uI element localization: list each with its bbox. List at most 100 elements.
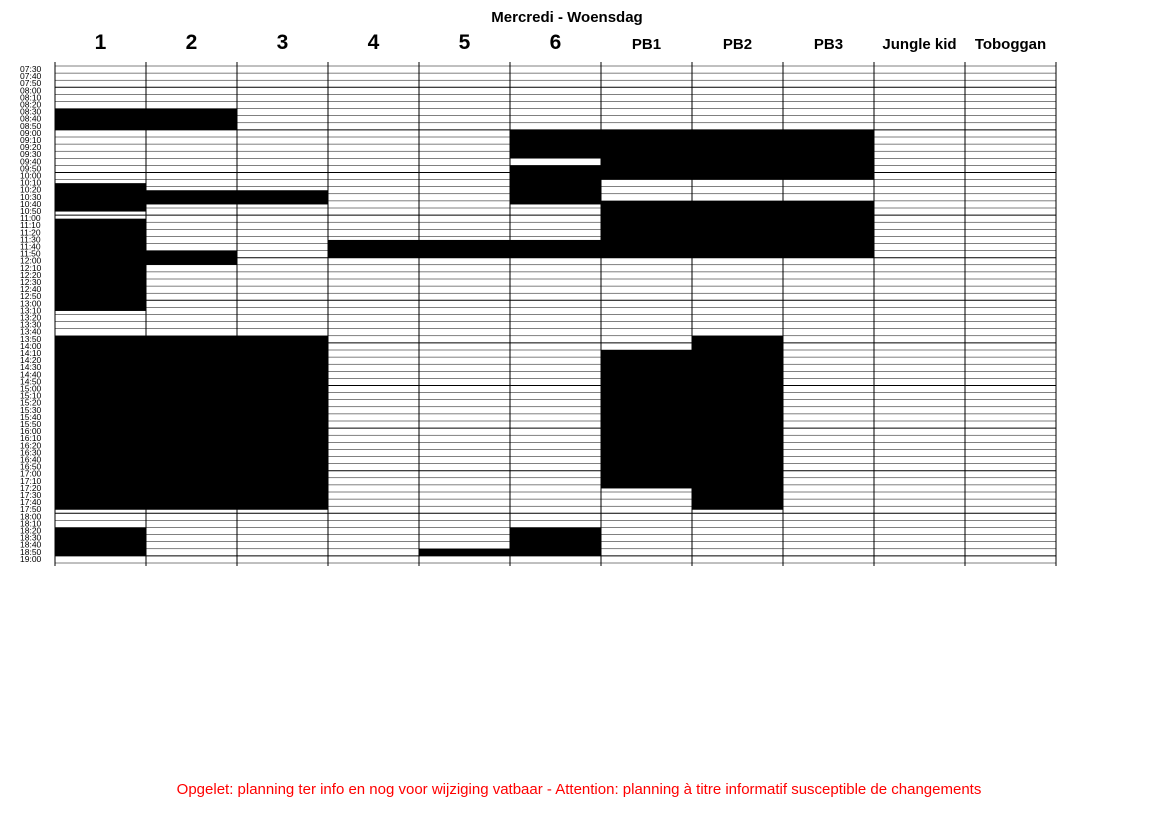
time-label: 13:00 xyxy=(20,298,42,308)
disclaimer-notice: Opgelet: planning ter info en nog voor w… xyxy=(176,781,982,798)
time-label: 12:20 xyxy=(20,270,42,280)
time-label: 12:10 xyxy=(20,263,42,273)
time-label: 12:50 xyxy=(20,291,42,301)
time-label: 15:00 xyxy=(20,384,42,394)
time-label: 18:40 xyxy=(20,540,42,550)
booking-block xyxy=(146,335,237,510)
booking-block xyxy=(692,200,783,258)
booking-block xyxy=(783,200,874,258)
time-label: 11:00 xyxy=(20,213,41,223)
column-header-1: 1 xyxy=(94,31,107,54)
time-label: 17:40 xyxy=(20,497,42,507)
column-header-2: 2 xyxy=(185,31,198,54)
column-header-5: 5 xyxy=(458,31,471,54)
time-label: 10:20 xyxy=(20,185,42,195)
time-label: 12:40 xyxy=(20,284,42,294)
time-label: 08:30 xyxy=(20,107,42,117)
time-label: 09:40 xyxy=(20,156,42,166)
time-label: 17:50 xyxy=(20,504,42,514)
time-label: 17:20 xyxy=(20,483,42,493)
time-label: 08:40 xyxy=(20,114,42,124)
time-label: 16:10 xyxy=(20,433,42,443)
time-label: 18:50 xyxy=(20,547,42,557)
time-label: 10:30 xyxy=(20,192,42,202)
time-label: 18:30 xyxy=(20,533,42,543)
time-label: 07:30 xyxy=(20,64,42,74)
time-label: 15:20 xyxy=(20,398,42,408)
time-label: 16:00 xyxy=(20,426,42,436)
time-label: 18:20 xyxy=(20,526,42,536)
booking-block xyxy=(510,527,601,556)
time-label: 08:20 xyxy=(20,100,42,110)
booking-block xyxy=(237,335,328,510)
booking-block xyxy=(419,548,510,556)
time-label: 10:50 xyxy=(20,206,42,216)
time-label: 14:00 xyxy=(20,341,42,351)
time-label: 15:50 xyxy=(20,419,42,429)
column-header-jungle-kid: Jungle kid xyxy=(882,36,957,53)
booking-block xyxy=(146,108,237,130)
time-label: 08:00 xyxy=(20,85,42,95)
booking-block xyxy=(510,239,601,258)
booking-block xyxy=(419,239,510,258)
time-label: 07:50 xyxy=(20,78,42,88)
time-label: 11:10 xyxy=(20,220,41,230)
time-label: 08:50 xyxy=(20,121,42,131)
time-label: 09:00 xyxy=(20,128,42,138)
time-label: 15:40 xyxy=(20,412,42,422)
time-label: 08:10 xyxy=(20,92,42,102)
booking-block xyxy=(601,129,692,180)
booking-block xyxy=(692,335,783,510)
time-label: 15:30 xyxy=(20,405,42,415)
time-label: 14:40 xyxy=(20,369,42,379)
time-label: 19:00 xyxy=(20,554,42,564)
time-label: 10:00 xyxy=(20,171,42,181)
time-label: 09:50 xyxy=(20,163,42,173)
time-label: 16:30 xyxy=(20,447,42,457)
booking-block xyxy=(692,129,783,180)
column-header-pb3: PB3 xyxy=(813,36,844,53)
time-label: 15:10 xyxy=(20,391,42,401)
time-label: 17:00 xyxy=(20,469,42,479)
time-label: 14:10 xyxy=(20,348,42,358)
booking-block xyxy=(510,165,601,205)
time-label: 17:30 xyxy=(20,490,42,500)
time-label: 13:50 xyxy=(20,334,42,344)
time-label: 10:10 xyxy=(20,178,42,188)
page-title: Mercredi - Woensdag xyxy=(491,9,643,26)
booking-block xyxy=(146,250,237,265)
booking-block xyxy=(55,527,146,556)
time-label: 11:50 xyxy=(20,249,41,259)
column-header-4: 4 xyxy=(367,31,380,54)
time-label: 12:00 xyxy=(20,256,42,266)
booking-block xyxy=(55,335,146,510)
time-label: 18:10 xyxy=(20,518,42,528)
time-label: 13:20 xyxy=(20,313,42,323)
time-label: 10:40 xyxy=(20,199,42,209)
time-label: 16:40 xyxy=(20,455,42,465)
booking-block xyxy=(510,129,601,159)
time-label: 11:40 xyxy=(20,242,41,252)
time-label: 11:30 xyxy=(20,234,41,244)
time-label: 18:00 xyxy=(20,511,42,521)
booking-block xyxy=(328,239,419,258)
time-label: 12:30 xyxy=(20,277,42,287)
time-label: 13:30 xyxy=(20,320,42,330)
time-label: 16:20 xyxy=(20,440,42,450)
column-header-pb2: PB2 xyxy=(722,36,753,53)
time-label: 09:30 xyxy=(20,149,42,159)
booking-block xyxy=(55,108,146,130)
time-label: 14:30 xyxy=(20,362,42,372)
time-label: 14:50 xyxy=(20,376,42,386)
time-label: 13:10 xyxy=(20,305,42,315)
column-header-pb1: PB1 xyxy=(631,36,662,53)
booking-block xyxy=(783,129,874,180)
schedule-grid: 07:3007:4007:5008:0008:1008:2008:3008:40… xyxy=(20,62,1057,566)
booking-block xyxy=(237,190,328,205)
time-label: 14:20 xyxy=(20,355,42,365)
column-header-3: 3 xyxy=(276,31,289,54)
time-label: 07:40 xyxy=(20,71,42,81)
time-label: 09:10 xyxy=(20,135,42,145)
booking-block xyxy=(55,183,146,212)
column-header-6: 6 xyxy=(549,31,562,54)
